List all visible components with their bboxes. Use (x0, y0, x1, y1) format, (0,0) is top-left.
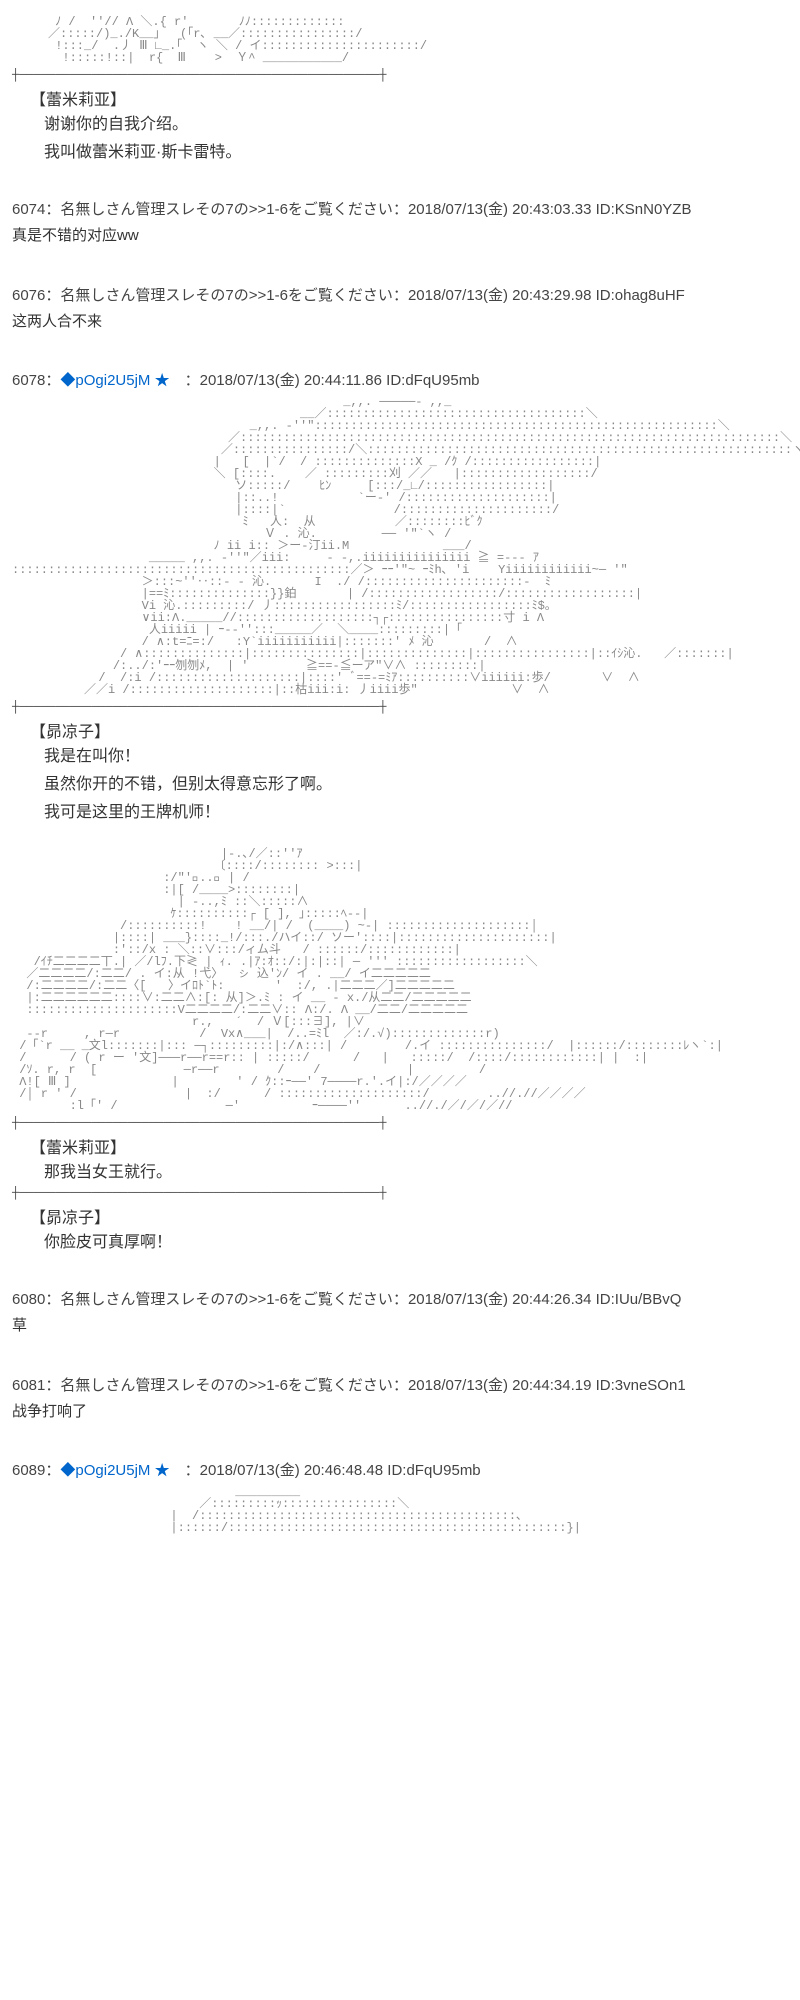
dialog-line: 谢谢你的自我介绍。 (44, 110, 788, 134)
post-date: 2018/07/13(金) 20:43:29.98 (408, 287, 591, 304)
post: 6080：名無しさん管理スレその7の>>1-6をご覧ください：2018/07/1… (12, 1288, 788, 1338)
post-date: 2018/07/13(金) 20:44:11.86 (200, 372, 382, 389)
post: 6078：◆pOgi2U5jM ★ ：2018/07/13(金) 20:44:1… (12, 369, 788, 1252)
post-number: 6089 (12, 1462, 45, 1479)
post-uid: ID:3vneSOn1 (596, 1377, 686, 1394)
speaker-label: 【蕾米莉亚】 (30, 1134, 788, 1158)
post-uid: ID:dFqU95mb (386, 372, 479, 389)
post: 6089：◆pOgi2U5jM ★ ：2018/07/13(金) 20:46:4… (12, 1459, 788, 1534)
poster-name: 名無しさん管理スレその7の>>1-6をご覧ください (60, 287, 393, 304)
poster-name: 名無しさん管理スレその7の>>1-6をご覧ください (60, 1377, 393, 1394)
divider: ┼───────────────────────────────────────… (12, 68, 788, 82)
post-body: 草 (12, 1315, 788, 1338)
speaker-label: 【蕾米莉亚】 (30, 86, 788, 110)
post-uid: ID:KSnN0YZB (596, 201, 692, 218)
divider: ┼───────────────────────────────────────… (12, 1116, 788, 1130)
post: 6074：名無しさん管理スレその7の>>1-6をご覧ください：2018/07/1… (12, 198, 788, 248)
post-date: 2018/07/13(金) 20:44:34.19 (408, 1377, 591, 1394)
ascii-art: ﾉ / '′// Λ ＼.{ r' ﾉﾉ::::::::::::: ／:::::… (12, 16, 788, 64)
dialog-line: 我叫做蕾米莉亚·斯卡雷特。 (44, 138, 788, 162)
post-header: 6074：名無しさん管理スレその7の>>1-6をご覧ください：2018/07/1… (12, 198, 788, 219)
dialog-line: 我是在叫你！ (44, 742, 788, 766)
post: 6081：名無しさん管理スレその7の>>1-6をご覧ください：2018/07/1… (12, 1374, 788, 1424)
post-date: 2018/07/13(金) 20:46:48.48 (200, 1462, 383, 1479)
post-header: 6089：◆pOgi2U5jM ★ ：2018/07/13(金) 20:46:4… (12, 1459, 788, 1480)
post-body: 这两人合不来 (12, 311, 788, 334)
post-header: 6076：名無しさん管理スレその7の>>1-6をご覧ください：2018/07/1… (12, 284, 788, 305)
star-icon: ★ (155, 1462, 170, 1479)
post-number: 6080 (12, 1291, 45, 1308)
post-number: 6076 (12, 287, 45, 304)
post-number: 6074 (12, 201, 45, 218)
post-header: 6081：名無しさん管理スレその7の>>1-6をご覧ください：2018/07/1… (12, 1374, 788, 1395)
post: 6076：名無しさん管理スレその7の>>1-6をご覧ください：2018/07/1… (12, 284, 788, 334)
post-uid: ID:ohag8uHF (596, 287, 685, 304)
post-body: 战争打响了 (12, 1401, 788, 1424)
speaker-label: 【昴凉子】 (30, 1204, 788, 1228)
dialog-line: 虽然你开的不错，但别太得意忘形了啊。 (44, 770, 788, 794)
poster-trip[interactable]: ◆pOgi2U5jM (60, 372, 150, 389)
ascii-art: _,,. ─────- ,,_ __／:::::::::::::::::::::… (12, 396, 788, 696)
divider: ┼───────────────────────────────────────… (12, 1186, 788, 1200)
speaker-label: 【昴凉子】 (30, 718, 788, 742)
dialog-line: 那我当女王就行。 (44, 1158, 788, 1182)
poster-name: 名無しさん管理スレその7の>>1-6をご覧ください (60, 1291, 393, 1308)
post-number: 6081 (12, 1377, 45, 1394)
post-date: 2018/07/13(金) 20:43:03.33 (408, 201, 591, 218)
poster-name: 名無しさん管理スレその7の>>1-6をご覧ください (60, 201, 393, 218)
post: ﾉ / '′// Λ ＼.{ r' ﾉﾉ::::::::::::: ／:::::… (12, 16, 788, 162)
poster-trip[interactable]: ◆pOgi2U5jM (60, 1462, 150, 1479)
post-uid: ID:dFqU95mb (387, 1462, 480, 1479)
dialog-line: 我可是这里的王牌机师！ (44, 798, 788, 822)
post-date: 2018/07/13(金) 20:44:26.34 (408, 1291, 591, 1308)
divider: ┼───────────────────────────────────────… (12, 700, 788, 714)
ascii-art: |-.､/／::''ｱ 〔::::/:::::::: >:::| :/″'ﾞ..… (12, 848, 788, 1112)
post-body: 真是不错的对应ww (12, 225, 788, 248)
post-header: 6080：名無しさん管理スレその7の>>1-6をご覧ください：2018/07/1… (12, 1288, 788, 1309)
post-uid: ID:IUu/BBvQ (596, 1291, 682, 1308)
ascii-art: _________ ／:::::::::ｯ::::::::::::::::＼ |… (12, 1486, 788, 1534)
star-icon: ★ (155, 372, 170, 389)
dialog-line: 你脸皮可真厚啊！ (44, 1228, 788, 1252)
post-header: 6078：◆pOgi2U5jM ★ ：2018/07/13(金) 20:44:1… (12, 369, 788, 390)
post-number: 6078 (12, 372, 45, 389)
